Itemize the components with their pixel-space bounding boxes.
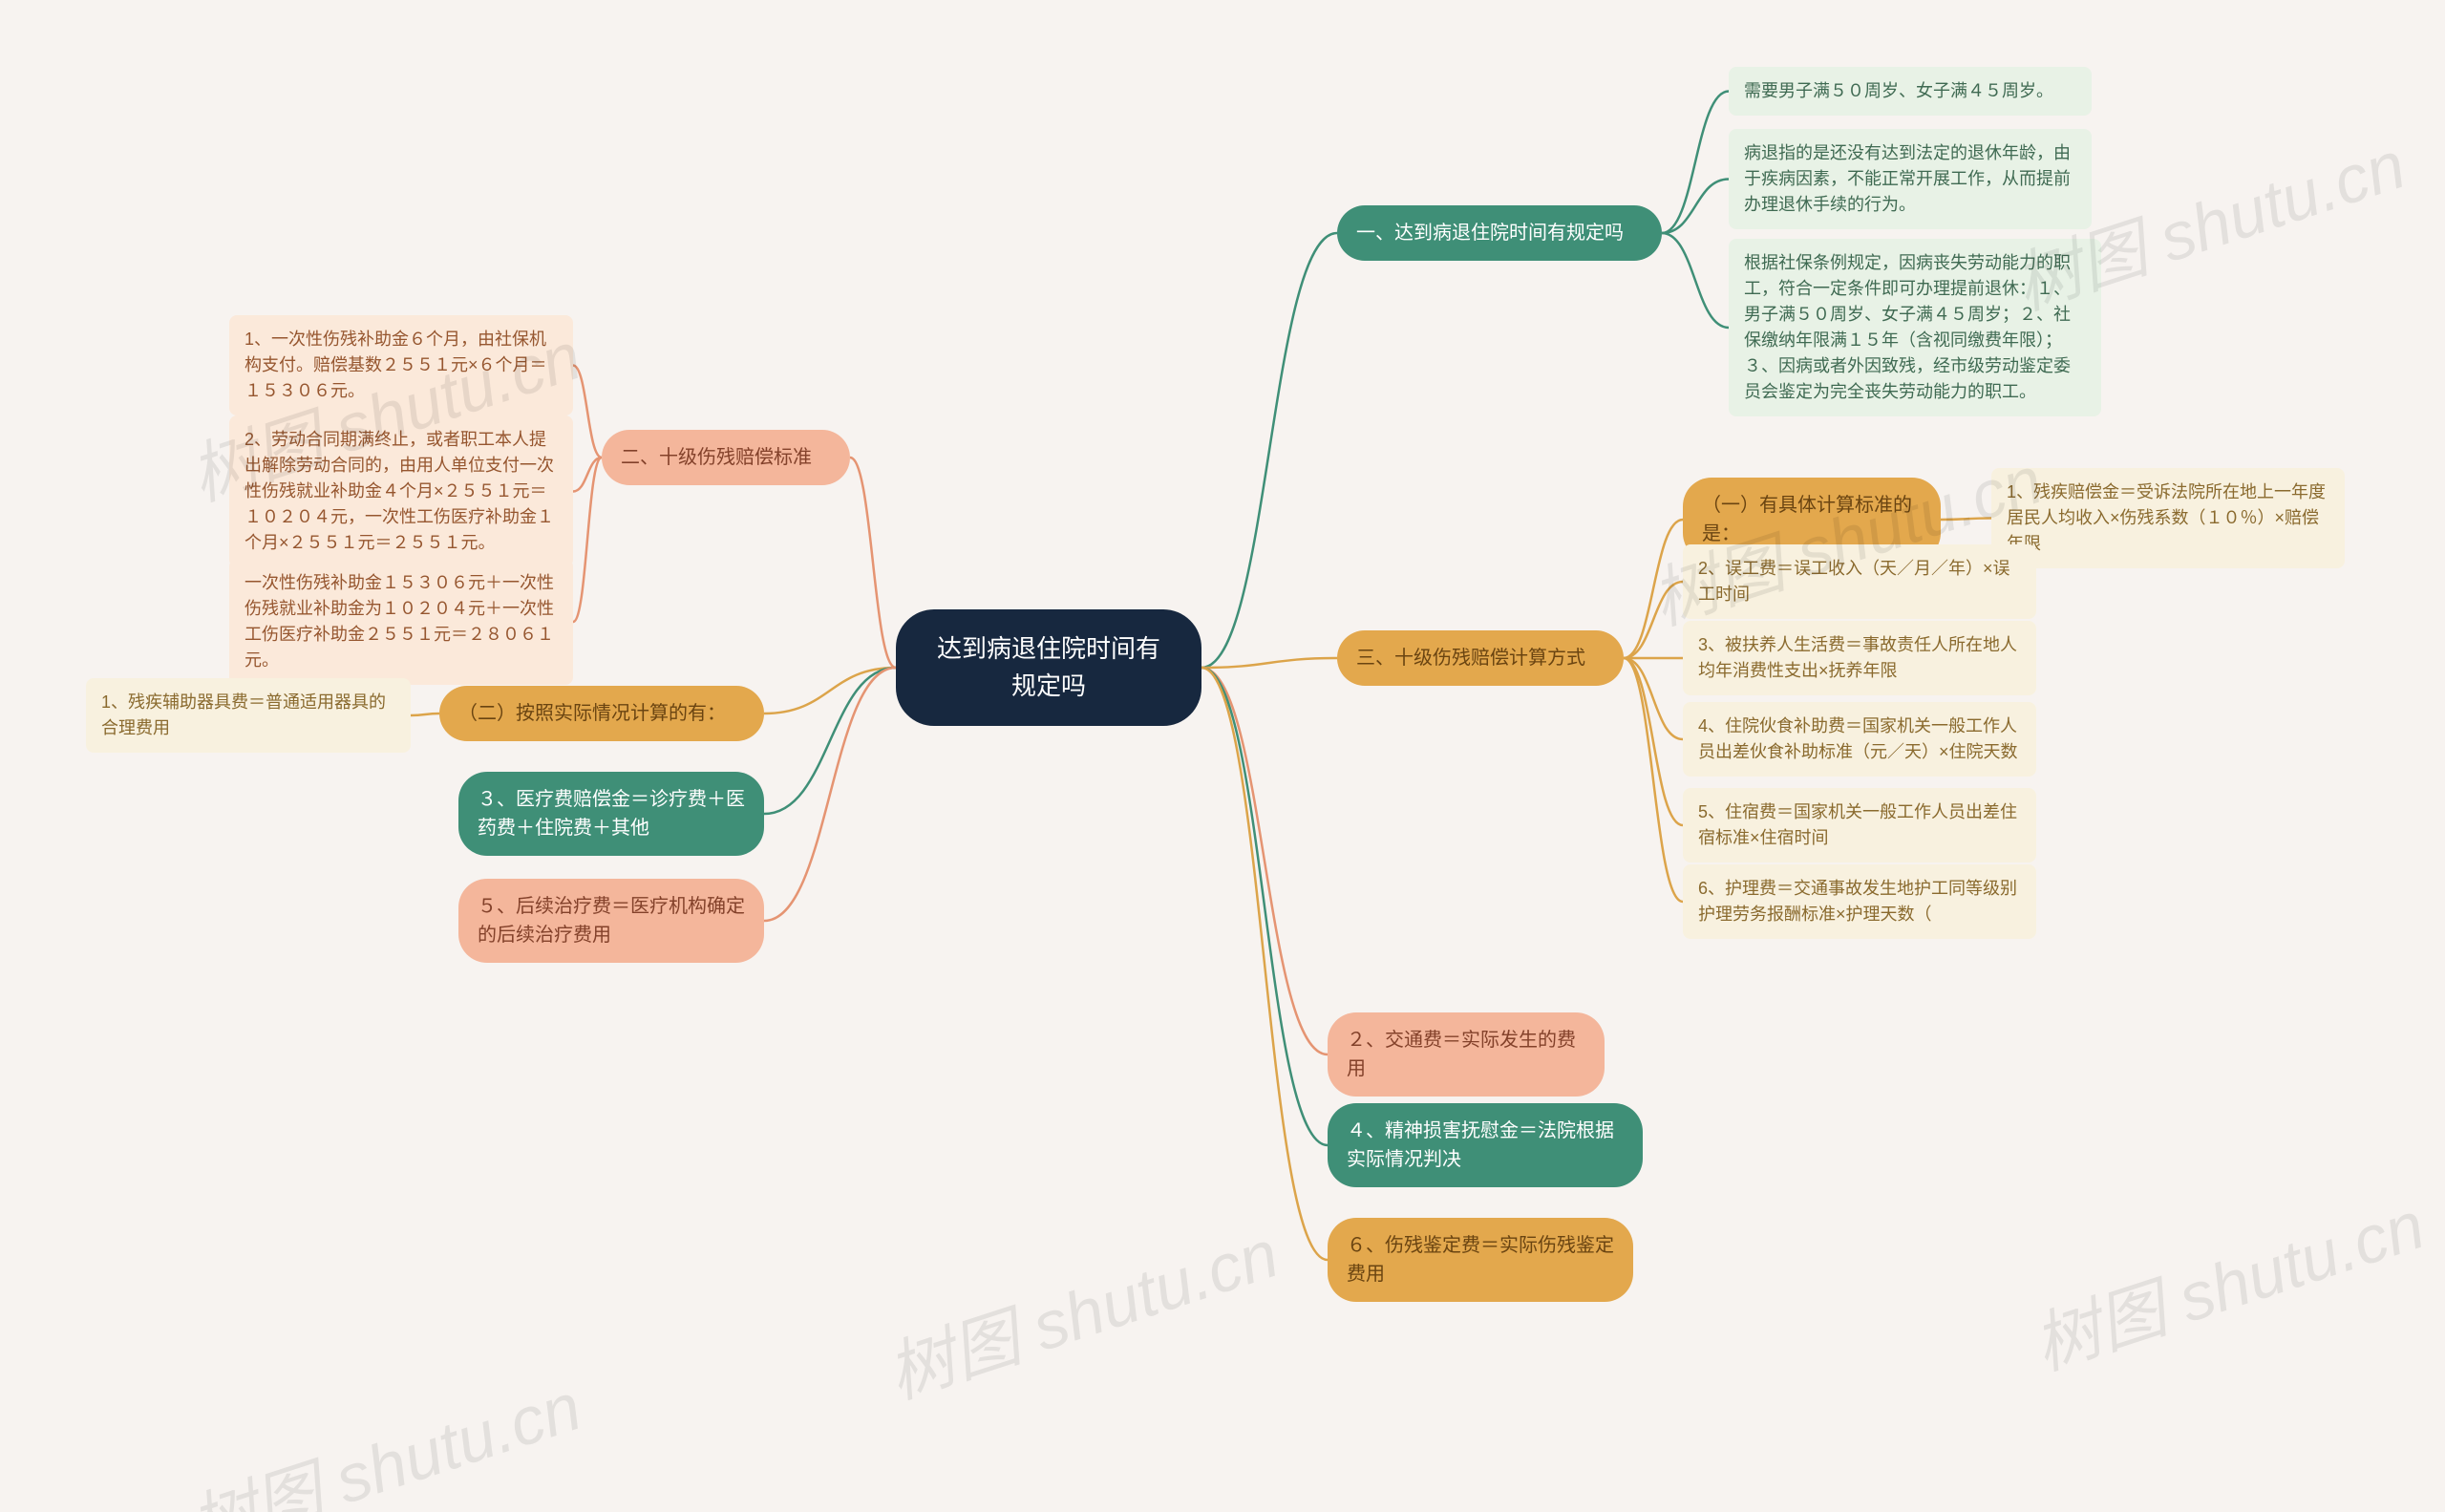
- node-b4a: 1、残疾辅助器具费＝普通适用器具的合理费用: [86, 678, 411, 753]
- node-b3c: 3、被扶养人生活费＝事故责任人所在地人均年消费性支出×抚养年限: [1683, 621, 2036, 695]
- node-b4: （二）按照实际情况计算的有：: [439, 686, 764, 741]
- node-label: ６、伤残鉴定费＝实际伤残鉴定费用: [1347, 1231, 1614, 1288]
- node-b3: 三、十级伤残赔偿计算方式: [1337, 630, 1624, 686]
- node-label: （一）有具体计算标准的是：: [1702, 491, 1922, 548]
- node-b1a: 需要男子满５０周岁、女子满４５周岁。: [1729, 67, 2092, 116]
- edge: [1201, 658, 1337, 668]
- node-b3a1: 1、残疾赔偿金＝受诉法院所在地上一年度居民人均收入×伤残系数（１０％）×赔偿年限: [1991, 468, 2345, 568]
- edge: [1624, 658, 1683, 739]
- root-node: 达到病退住院时间有规定吗: [896, 609, 1201, 726]
- watermark: 树图 shutu.cn: [874, 1201, 1289, 1417]
- node-b5: ２、交通费＝实际发生的费用: [1328, 1012, 1605, 1097]
- node-label: 3、被扶养人生活费＝事故责任人所在地人均年消费性支出×抚养年限: [1698, 632, 2021, 684]
- node-b2a: 1、一次性伤残补助金６个月，由社保机构支付。赔偿基数２５５１元×６个月＝１５３０…: [229, 315, 573, 415]
- edge: [573, 366, 602, 458]
- node-label: 5、住宿费＝国家机关一般工作人员出差住宿标准×住宿时间: [1698, 799, 2021, 851]
- node-b3b: 2、误工费＝误工收入（天／月／年）×误工时间: [1683, 544, 2036, 619]
- edge: [1624, 658, 1683, 825]
- edge: [411, 713, 439, 715]
- edge: [1624, 582, 1683, 658]
- root-label: 达到病退住院时间有规定吗: [934, 630, 1163, 705]
- node-b3d: 4、住院伙食补助费＝国家机关一般工作人员出差伙食补助标准（元／天）×住院天数: [1683, 702, 2036, 777]
- edge: [1662, 180, 1729, 234]
- node-label: 1、残疾辅助器具费＝普通适用器具的合理费用: [101, 690, 395, 741]
- edge: [1624, 658, 1683, 902]
- node-b6: ３、医疗费赔偿金＝诊疗费＋医药费＋住院费＋其他: [458, 772, 764, 856]
- edge: [764, 668, 896, 921]
- edge: [1662, 92, 1729, 234]
- node-label: 6、护理费＝交通事故发生地护工同等级别护理劳务报酬标准×护理天数（: [1698, 876, 2021, 927]
- edge: [573, 458, 602, 622]
- node-label: 病退指的是还没有达到法定的退休年龄，由于疾病因素，不能正常开展工作，从而提前办理…: [1744, 140, 2076, 218]
- node-label: ４、精神损害抚慰金＝法院根据实际情况判决: [1347, 1117, 1624, 1174]
- node-label: 二、十级伤残赔偿标准: [621, 443, 812, 472]
- node-b1c: 根据社保条例规定，因病丧失劳动能力的职工，符合一定条件即可办理提前退休：１、男子…: [1729, 239, 2101, 416]
- node-label: 2、劳动合同期满终止，或者职工本人提出解除劳动合同的，由用人单位支付一次性伤残就…: [244, 427, 558, 556]
- edge: [1941, 519, 1991, 521]
- node-label: 一、达到病退住院时间有规定吗: [1356, 219, 1624, 247]
- node-label: 4、住院伙食补助费＝国家机关一般工作人员出差伙食补助标准（元／天）×住院天数: [1698, 713, 2021, 765]
- node-label: （二）按照实际情况计算的有：: [458, 699, 726, 728]
- node-b3f: 6、护理费＝交通事故发生地护工同等级别护理劳务报酬标准×护理天数（: [1683, 864, 2036, 939]
- edge: [1624, 520, 1683, 658]
- watermark: 树图 shutu.cn: [2020, 1172, 2435, 1389]
- node-b1: 一、达到病退住院时间有规定吗: [1337, 205, 1662, 261]
- node-label: ３、医疗费赔偿金＝诊疗费＋医药费＋住院费＋其他: [478, 785, 745, 842]
- node-b1b: 病退指的是还没有达到法定的退休年龄，由于疾病因素，不能正常开展工作，从而提前办理…: [1729, 129, 2092, 229]
- node-label: ２、交通费＝实际发生的费用: [1347, 1026, 1585, 1083]
- edge: [1662, 233, 1729, 328]
- node-label: 2、误工费＝误工收入（天／月／年）×误工时间: [1698, 556, 2021, 607]
- edge: [764, 668, 896, 713]
- node-b2: 二、十级伤残赔偿标准: [602, 430, 850, 485]
- edge: [850, 458, 896, 668]
- edge: [573, 458, 602, 492]
- node-label: ５、后续治疗费＝医疗机构确定的后续治疗费用: [478, 892, 745, 949]
- node-b3e: 5、住宿费＝国家机关一般工作人员出差住宿标准×住宿时间: [1683, 788, 2036, 862]
- edge: [1201, 668, 1328, 1260]
- node-label: 三、十级伤残赔偿计算方式: [1356, 644, 1585, 672]
- node-label: 需要男子满５０周岁、女子满４５周岁。: [1744, 78, 2053, 104]
- edge: [1201, 668, 1328, 1145]
- node-b8: ５、后续治疗费＝医疗机构确定的后续治疗费用: [458, 879, 764, 963]
- node-b2b: 2、劳动合同期满终止，或者职工本人提出解除劳动合同的，由用人单位支付一次性伤残就…: [229, 415, 573, 567]
- edge: [764, 668, 896, 814]
- node-label: 1、一次性伤残补助金６个月，由社保机构支付。赔偿基数２５５１元×６个月＝１５３０…: [244, 327, 558, 404]
- node-label: 一次性伤残补助金１５３０６元＋一次性伤残就业补助金为１０２０４元＋一次性工伤医疗…: [244, 570, 558, 673]
- node-b7: ４、精神损害抚慰金＝法院根据实际情况判决: [1328, 1103, 1643, 1187]
- edge: [1201, 668, 1328, 1054]
- node-label: 根据社保条例规定，因病丧失劳动能力的职工，符合一定条件即可办理提前退休：１、男子…: [1744, 250, 2086, 405]
- watermark: 树图 shutu.cn: [177, 1353, 592, 1512]
- node-b2c: 一次性伤残补助金１５３０６元＋一次性伤残就业补助金为１０２０４元＋一次性工伤医疗…: [229, 559, 573, 685]
- node-label: 1、残疾赔偿金＝受诉法院所在地上一年度居民人均收入×伤残系数（１０％）×赔偿年限: [2007, 479, 2329, 557]
- edge: [1201, 233, 1337, 668]
- node-b9: ６、伤残鉴定费＝实际伤残鉴定费用: [1328, 1218, 1633, 1302]
